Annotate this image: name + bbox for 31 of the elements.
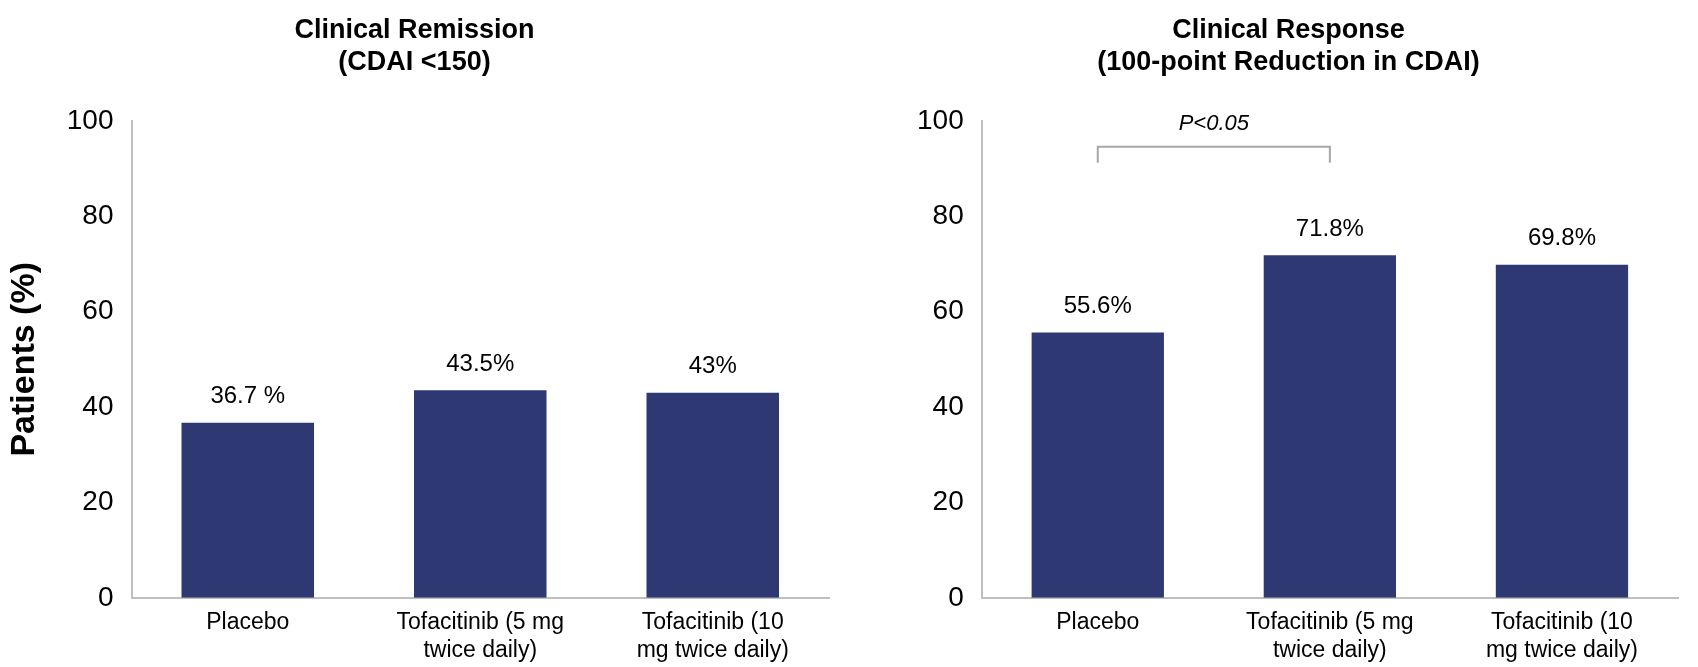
bar <box>1031 332 1164 598</box>
y-tick-label: 40 <box>932 389 964 421</box>
x-tick-label: Tofacitinib (5 mg twice daily) <box>1246 607 1414 662</box>
data-label: 71.8% <box>1295 213 1364 241</box>
y-axis-title: Patients (%) <box>2 262 41 457</box>
x-tick-label: Tofacitinib (10 mg twice daily) <box>1485 607 1639 662</box>
data-label: 55.6% <box>1063 291 1132 319</box>
data-label: 43.5% <box>446 348 515 376</box>
y-tick-label: 20 <box>932 485 964 517</box>
chart-title: Clinical Response (100-point Reduction in CDAI) <box>1097 13 1480 77</box>
y-tick-label: 100 <box>66 103 114 135</box>
y-tick-label: 0 <box>97 580 114 612</box>
bar <box>1263 255 1397 598</box>
y-tick-label: 40 <box>82 389 114 421</box>
y-tick-label: 80 <box>932 198 964 230</box>
y-tick-label: 60 <box>82 294 114 326</box>
y-tick-label: 20 <box>82 485 114 517</box>
y-tick-label: 80 <box>82 198 114 230</box>
y-tick-label: 60 <box>932 294 964 326</box>
y-tick-label: 100 <box>917 103 964 135</box>
data-label: 36.7 % <box>210 381 286 409</box>
x-tick-label: Tofacitinib (5 mg twice daily) <box>396 607 564 662</box>
y-tick-label: 0 <box>948 580 964 612</box>
data-label: 43% <box>688 351 737 379</box>
x-tick-label: Tofacitinib (10 mg twice daily) <box>636 607 789 662</box>
x-tick-label: Placebo <box>206 607 290 634</box>
data-label: 69.8% <box>1527 223 1596 251</box>
x-tick-label: Placebo <box>1056 607 1140 634</box>
chart-title: Clinical Remission (CDAI <150) <box>294 13 535 77</box>
annotation: P<0.05 <box>1178 109 1250 135</box>
bar <box>1495 264 1629 598</box>
